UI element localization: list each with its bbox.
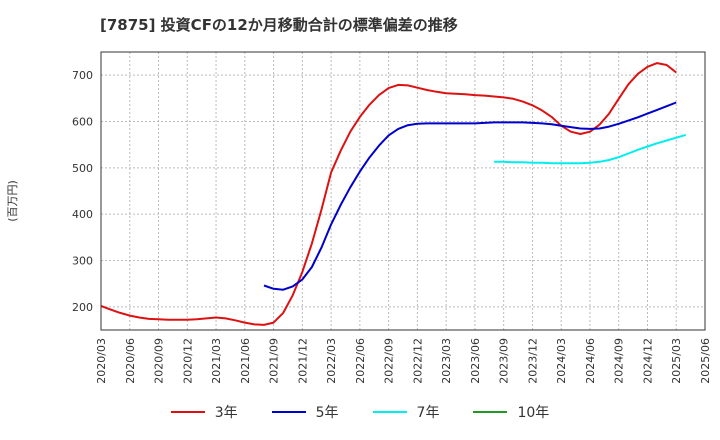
x-tick-label: 2020/12 bbox=[181, 338, 194, 384]
x-tick-label: 2020/03 bbox=[95, 338, 108, 384]
y-axis-label: (百万円) bbox=[6, 180, 19, 222]
chart-title: [7875] 投資CFの12か月移動合計の標準偏差の推移 bbox=[100, 16, 458, 34]
chart-legend: 3年 5年 7年 10年 bbox=[0, 402, 720, 422]
x-tick-label: 2022/12 bbox=[411, 338, 424, 384]
x-tick-label: 2023/03 bbox=[440, 338, 453, 384]
x-tick-label: 2023/12 bbox=[526, 338, 539, 384]
x-tick-label: 2025/06 bbox=[699, 338, 712, 384]
plot-area bbox=[101, 52, 705, 330]
legend-item: 3年 bbox=[170, 402, 238, 422]
x-tick-label: 2023/09 bbox=[498, 338, 511, 384]
legend-swatch bbox=[372, 411, 407, 413]
x-tick-label: 2021/09 bbox=[268, 338, 281, 384]
x-tick-label: 2022/06 bbox=[354, 338, 367, 384]
x-tick-label: 2022/09 bbox=[383, 338, 396, 384]
x-tick-label: 2024/12 bbox=[641, 338, 654, 384]
y-tick-label: 200 bbox=[72, 301, 93, 314]
x-tick-label: 2024/09 bbox=[613, 338, 626, 384]
series-line-2 bbox=[263, 101, 677, 291]
x-tick-label: 2022/03 bbox=[325, 338, 338, 384]
x-tick-label: 2024/06 bbox=[584, 338, 597, 384]
series-line-1 bbox=[100, 62, 677, 326]
legend-label: 3年 bbox=[214, 405, 238, 421]
legend-item: 10年 bbox=[473, 402, 549, 422]
legend-swatch bbox=[170, 411, 205, 413]
legend-label: 10年 bbox=[517, 405, 550, 421]
x-tick-label: 2021/12 bbox=[296, 338, 309, 384]
y-tick-label: 700 bbox=[72, 69, 93, 82]
legend-swatch bbox=[473, 411, 508, 413]
x-tick-label: 2023/06 bbox=[469, 338, 482, 384]
x-tick-label: 2021/03 bbox=[210, 338, 223, 384]
y-tick-label: 500 bbox=[72, 162, 93, 175]
x-tick-label: 2020/09 bbox=[153, 338, 166, 384]
x-tick-label: 2024/03 bbox=[555, 338, 568, 384]
series-line-3 bbox=[494, 133, 687, 165]
y-tick-label: 400 bbox=[72, 208, 93, 221]
legend-label: 5年 bbox=[315, 405, 339, 421]
x-tick-label: 2020/06 bbox=[124, 338, 137, 384]
legend-item: 7年 bbox=[372, 402, 440, 422]
y-tick-label: 600 bbox=[72, 116, 93, 129]
x-tick-label: 2025/03 bbox=[670, 338, 683, 384]
y-tick-label: 300 bbox=[72, 255, 93, 268]
x-tick-label: 2021/06 bbox=[239, 338, 252, 384]
legend-label: 7年 bbox=[416, 405, 440, 421]
legend-item: 5年 bbox=[271, 402, 339, 422]
legend-swatch bbox=[271, 411, 306, 413]
plot-frame bbox=[100, 51, 706, 331]
